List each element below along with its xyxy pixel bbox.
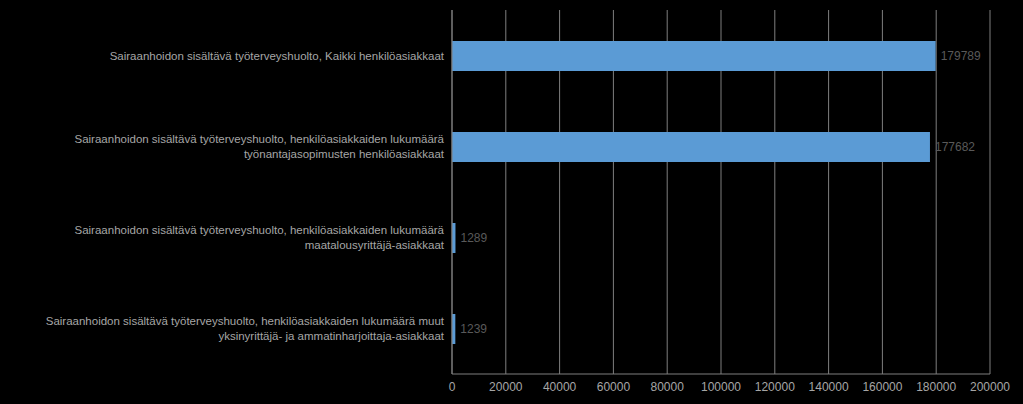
svg-text:100000: 100000 [701,380,741,394]
svg-text:0: 0 [449,380,456,394]
svg-text:40000: 40000 [543,380,577,394]
svg-text:120000: 120000 [755,380,795,394]
svg-text:179789: 179789 [941,49,981,63]
svg-text:200000: 200000 [970,380,1010,394]
svg-text:140000: 140000 [809,380,849,394]
svg-text:Sairaanhoidon sisältävä työter: Sairaanhoidon sisältävä työterveyshuolto… [46,315,445,342]
svg-text:177682: 177682 [935,140,975,154]
svg-text:Sairaanhoidon sisältävä työter: Sairaanhoidon sisältävä työterveyshuolto… [110,50,445,62]
svg-text:20000: 20000 [489,380,523,394]
svg-text:80000: 80000 [651,380,685,394]
svg-text:Sairaanhoidon sisältävä työter: Sairaanhoidon sisältävä työterveyshuolto… [75,133,445,160]
svg-text:60000: 60000 [597,380,631,394]
svg-text:1289: 1289 [460,231,487,245]
svg-text:1239: 1239 [460,322,487,336]
svg-text:160000: 160000 [862,380,902,394]
svg-text:180000: 180000 [916,380,956,394]
svg-text:Sairaanhoidon sisältävä työter: Sairaanhoidon sisältävä työterveyshuolto… [75,224,445,251]
